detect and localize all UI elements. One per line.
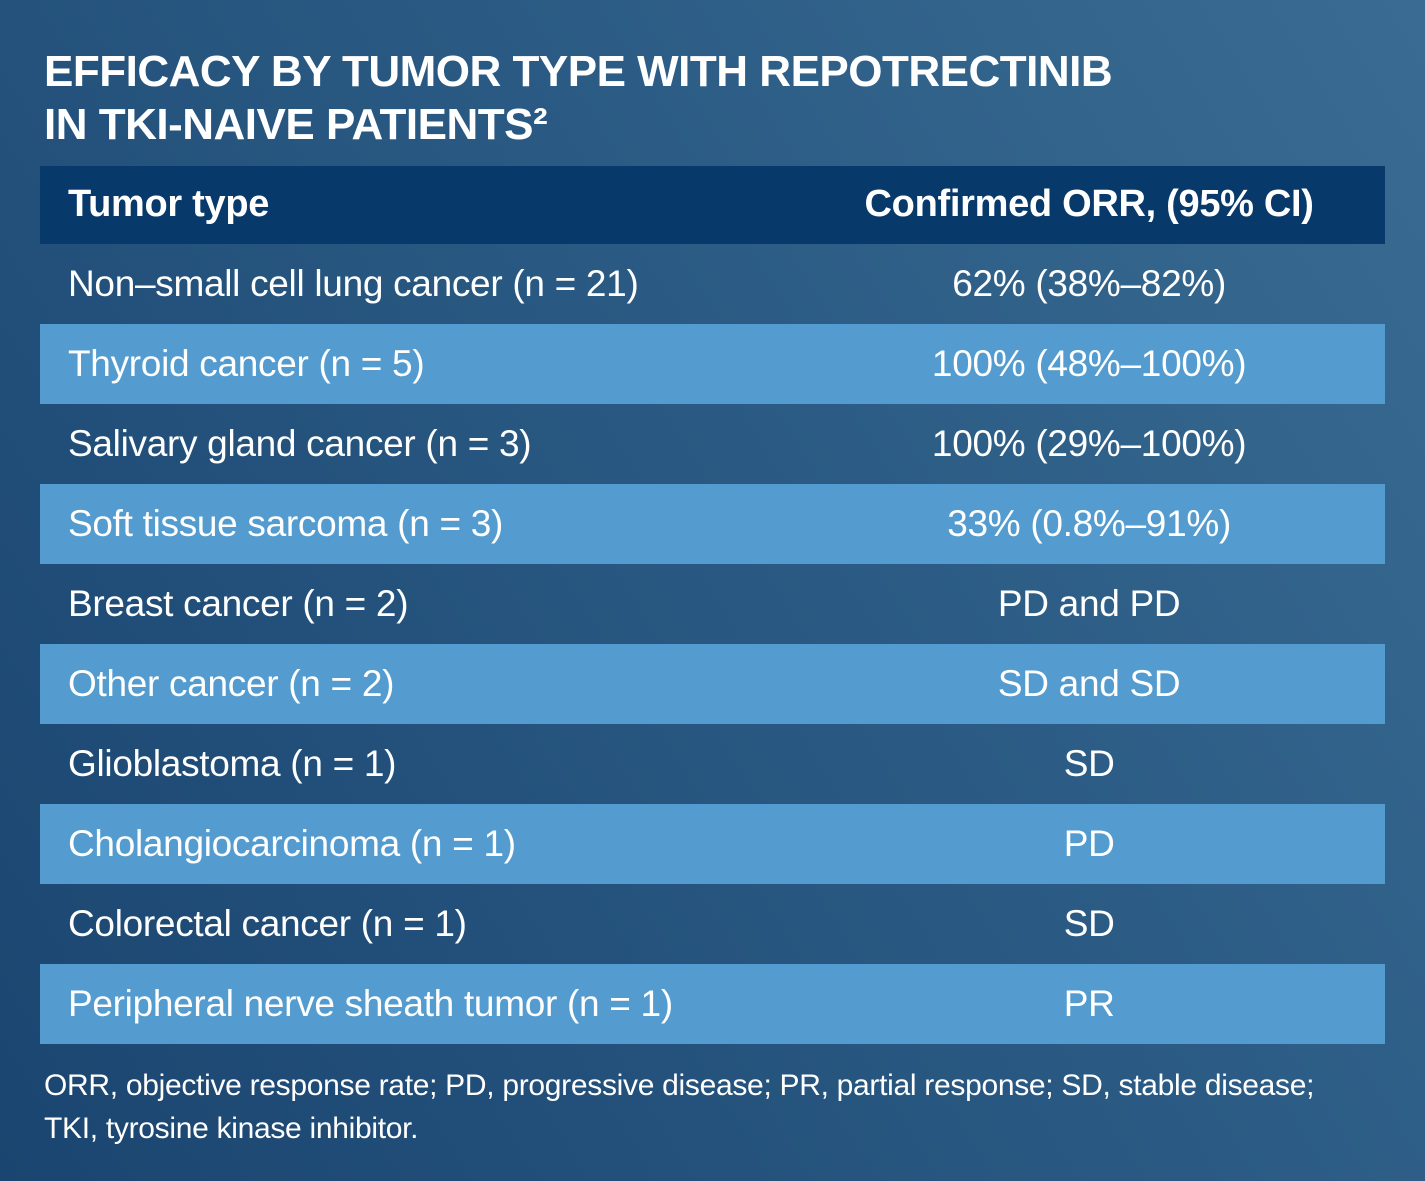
table-header-row: Tumor type Confirmed ORR, (95% CI) [40, 166, 1385, 244]
table-body: Non–small cell lung cancer (n = 21) 62% … [40, 244, 1385, 1044]
orr-cell: SD [1063, 902, 1115, 944]
table-row: Thyroid cancer (n = 5) 100% (48%–100%) [40, 323, 1385, 404]
orr-cell: 33% (0.8%–91%) [947, 502, 1231, 544]
page-title-line-1: EFFICACY BY TUMOR TYPE WITH REPOTRECTINI… [44, 47, 1113, 96]
page-title-line-2: IN TKI-NAIVE PATIENTS² [44, 99, 548, 149]
tumor-type-cell: Peripheral nerve sheath tumor (n = 1) [68, 982, 673, 1024]
orr-cell: 100% (48%–100%) [931, 342, 1247, 384]
footnote-line-2: TKI, tyrosine kinase inhibitor. [44, 1111, 419, 1145]
table-row: Soft tissue sarcoma (n = 3) 33% (0.8%–91… [40, 483, 1385, 564]
tumor-type-cell: Thyroid cancer (n = 5) [68, 342, 425, 384]
page-title: EFFICACY BY TUMOR TYPE WITH REPOTRECTINI… [44, 46, 1385, 152]
abbreviations-footnote: ORR, objective response rate; PD, progre… [44, 1064, 1385, 1150]
tumor-type-cell: Soft tissue sarcoma (n = 3) [68, 502, 504, 544]
page-container: EFFICACY BY TUMOR TYPE WITH REPOTRECTINI… [40, 46, 1385, 1150]
header-tumor-type: Tumor type [68, 183, 270, 226]
tumor-type-cell: Cholangiocarcinoma (n = 1) [68, 822, 516, 864]
table-row: Salivary gland cancer (n = 3) 100% (29%–… [40, 404, 1385, 484]
table-row: Breast cancer (n = 2) PD and PD [40, 564, 1385, 644]
header-confirmed-orr: Confirmed ORR, (95% CI) [864, 183, 1314, 226]
table-row: Cholangiocarcinoma (n = 1) PD [40, 803, 1385, 884]
table-row: Colorectal cancer (n = 1) SD [40, 884, 1385, 964]
tumor-type-cell: Colorectal cancer (n = 1) [68, 902, 467, 944]
efficacy-table: Tumor type Confirmed ORR, (95% CI) Non–s… [40, 165, 1385, 1044]
table-row: Peripheral nerve sheath tumor (n = 1) PR [40, 963, 1385, 1044]
orr-cell: PD [1063, 822, 1115, 864]
tumor-type-cell: Salivary gland cancer (n = 3) [68, 422, 532, 464]
orr-cell: PD and PD [997, 582, 1181, 624]
orr-cell: 62% (38%–82%) [952, 262, 1226, 304]
orr-cell: SD and SD [997, 662, 1181, 704]
orr-cell: 100% (29%–100%) [931, 422, 1247, 464]
footnote-line-1: ORR, objective response rate; PD, progre… [44, 1068, 1315, 1102]
table-row: Other cancer (n = 2) SD and SD [40, 643, 1385, 724]
tumor-type-cell: Glioblastoma (n = 1) [68, 742, 397, 784]
tumor-type-cell: Other cancer (n = 2) [68, 662, 395, 704]
table-header: Tumor type Confirmed ORR, (95% CI) [40, 165, 1385, 244]
orr-cell: SD [1063, 742, 1115, 784]
orr-cell: PR [1063, 982, 1115, 1024]
tumor-type-cell: Breast cancer (n = 2) [68, 582, 409, 624]
tumor-type-cell: Non–small cell lung cancer (n = 21) [68, 262, 639, 304]
table-row: Non–small cell lung cancer (n = 21) 62% … [40, 244, 1385, 324]
table-row: Glioblastoma (n = 1) SD [40, 724, 1385, 804]
